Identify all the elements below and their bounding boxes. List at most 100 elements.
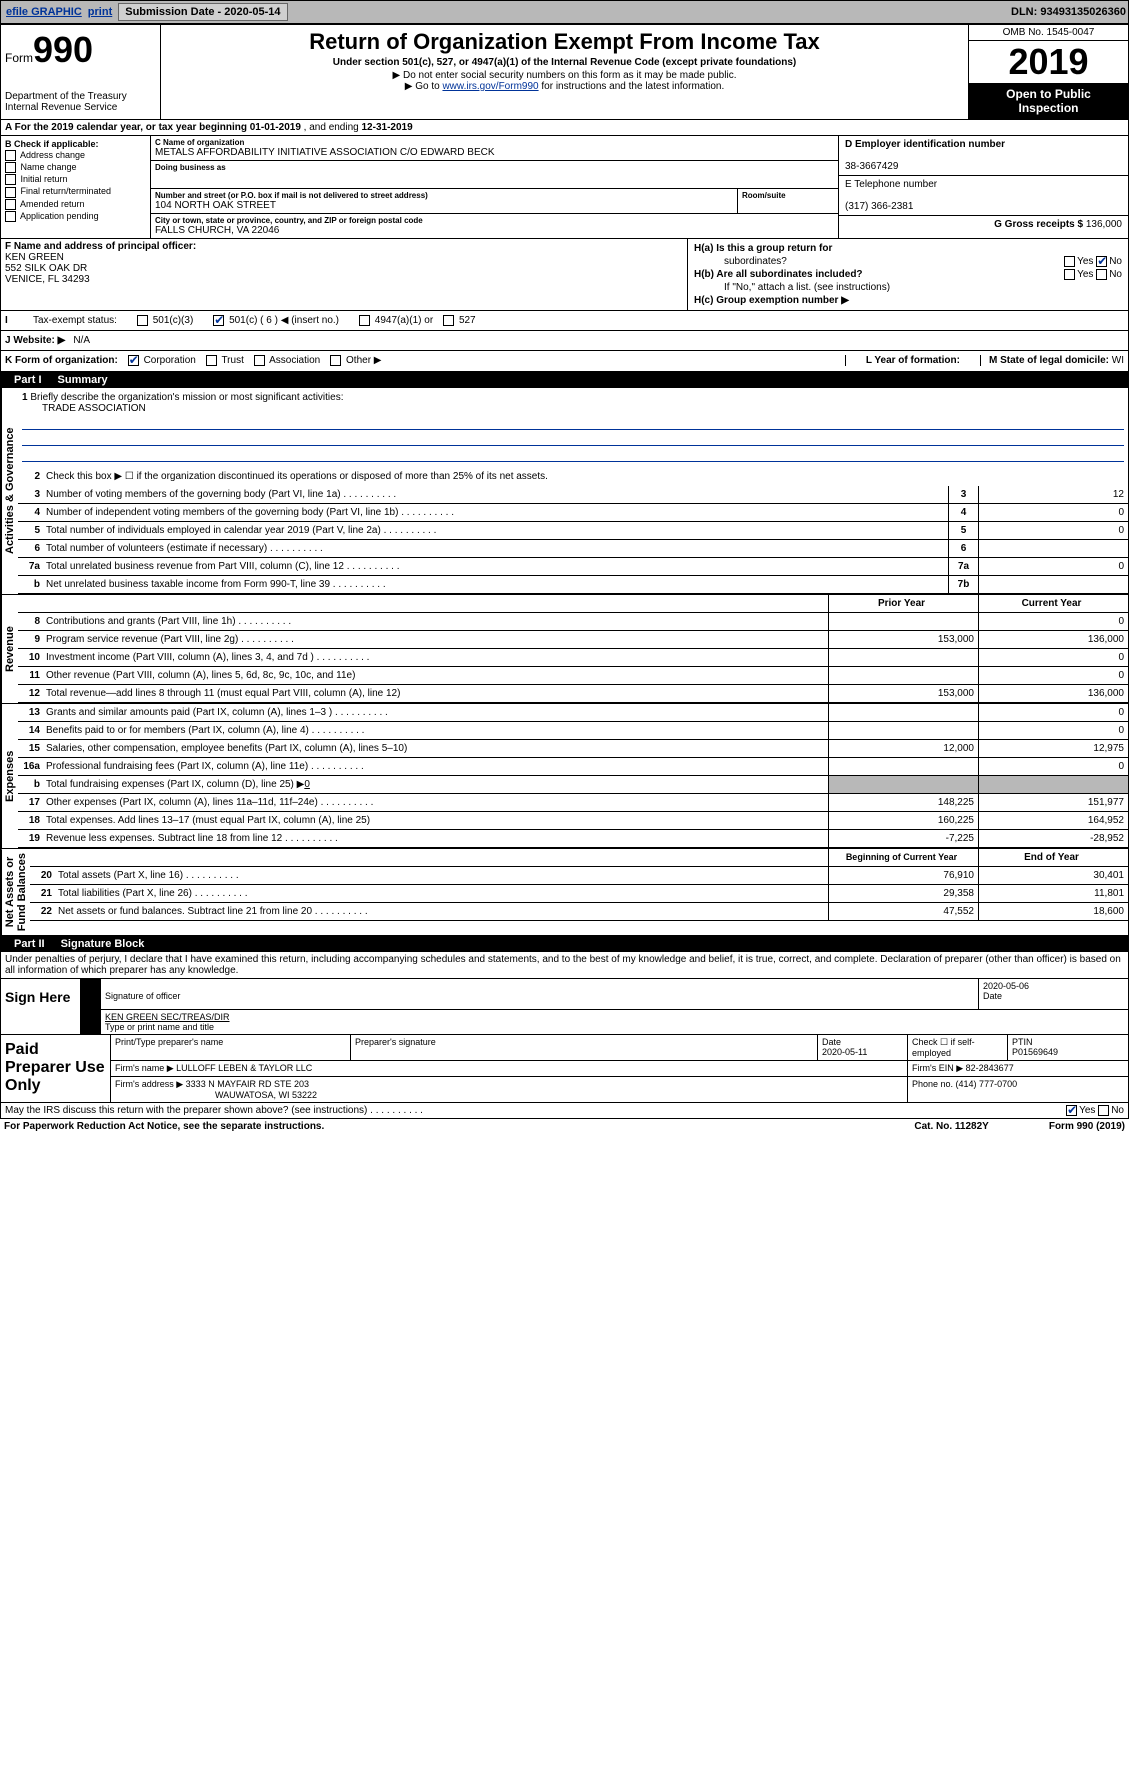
form-number-big: 990 — [33, 29, 93, 70]
cb-corp[interactable] — [128, 355, 139, 366]
cb-ha-no[interactable] — [1096, 256, 1107, 267]
state-value: WI — [1112, 355, 1124, 366]
section-bcd: B Check if applicable: Address change Na… — [0, 136, 1129, 239]
cb-527[interactable] — [443, 315, 454, 326]
line3: Number of voting members of the governin… — [46, 487, 948, 502]
mission-line — [22, 416, 1124, 430]
street-address: 104 NORTH OAK STREET — [155, 200, 733, 211]
line17-c: 151,977 — [978, 794, 1128, 811]
dba-label: Doing business as — [155, 163, 834, 172]
row-a-tax-year: A For the 2019 calendar year, or tax yea… — [0, 120, 1129, 136]
name-title-label: Type or print name and title — [105, 1022, 214, 1032]
officer-city: VENICE, FL 34293 — [5, 274, 90, 285]
line21-p: 29,358 — [828, 885, 978, 902]
line20-p: 76,910 — [828, 867, 978, 884]
phone-value: (317) 366-2381 — [845, 201, 913, 212]
vlabel-net: Net Assets or Fund Balances — [1, 849, 30, 935]
line8: Contributions and grants (Part VIII, lin… — [46, 614, 828, 629]
box-c-org-info: C Name of organization METALS AFFORDABIL… — [151, 136, 838, 238]
mission-text: TRADE ASSOCIATION — [42, 403, 146, 414]
year-formation-label: L Year of formation: — [866, 355, 960, 366]
cb-501c3[interactable] — [137, 315, 148, 326]
line1-label: Briefly describe the organization's miss… — [30, 392, 343, 403]
footer-paperwork: For Paperwork Reduction Act Notice, see … — [4, 1121, 324, 1132]
arrow-icon — [81, 1010, 101, 1034]
dln-text: DLN: 93493135026360 — [1011, 6, 1126, 18]
line9: Program service revenue (Part VIII, line… — [46, 632, 828, 647]
box-b-checkboxes: B Check if applicable: Address change Na… — [1, 136, 151, 238]
cb-discuss-no[interactable] — [1098, 1105, 1109, 1116]
cb-application-pending[interactable] — [5, 211, 16, 222]
arrow-icon — [81, 979, 101, 1009]
cb-501c[interactable] — [213, 315, 224, 326]
line19-c: -28,952 — [978, 830, 1128, 847]
cb-name-change[interactable] — [5, 162, 16, 173]
suite-label: Room/suite — [742, 191, 834, 200]
line11: Other revenue (Part VIII, column (A), li… — [46, 668, 828, 683]
line12-p: 153,000 — [828, 685, 978, 702]
cb-ha-yes[interactable] — [1064, 256, 1075, 267]
efile-link[interactable]: efile GRAPHIC — [6, 6, 82, 18]
line20-c: 30,401 — [978, 867, 1128, 884]
prep-date: 2020-05-11 — [822, 1047, 867, 1057]
tax-year: 2019 — [969, 41, 1128, 83]
line7b: Net unrelated business taxable income fr… — [46, 577, 948, 592]
vlabel-governance: Activities & Governance — [1, 388, 18, 594]
line2: Check this box ▶ ☐ if the organization d… — [46, 469, 1128, 484]
firm-ein: 82-2843677 — [966, 1063, 1014, 1073]
print-link[interactable]: print — [88, 6, 112, 18]
cb-trust[interactable] — [206, 355, 217, 366]
state-label: M State of legal domicile: — [989, 355, 1112, 366]
line15: Salaries, other compensation, employee b… — [46, 741, 828, 756]
row-fh: F Name and address of principal officer:… — [0, 239, 1129, 311]
cb-hb-yes[interactable] — [1064, 269, 1075, 280]
line21: Total liabilities (Part X, line 26) — [58, 886, 828, 901]
line10: Investment income (Part VIII, column (A)… — [46, 650, 828, 665]
line9-c: 136,000 — [978, 631, 1128, 648]
line3-val: 12 — [978, 486, 1128, 503]
line12-c: 136,000 — [978, 685, 1128, 702]
line20: Total assets (Part X, line 16) — [58, 868, 828, 883]
line10-c: 0 — [978, 649, 1128, 666]
cb-other[interactable] — [330, 355, 341, 366]
line17-p: 148,225 — [828, 794, 978, 811]
sign-section: Sign Here Signature of officer 2020-05-0… — [0, 979, 1129, 1035]
cb-amended[interactable] — [5, 199, 16, 210]
line22: Net assets or fund balances. Subtract li… — [58, 904, 828, 919]
top-toolbar: efile GRAPHIC print Submission Date - 20… — [0, 0, 1129, 24]
line16b: Total fundraising expenses (Part IX, col… — [46, 777, 828, 792]
irs-link[interactable]: www.irs.gov/Form990 — [442, 81, 538, 92]
submission-date-button[interactable]: Submission Date - 2020-05-14 — [118, 3, 287, 21]
firm-name: LULLOFF LEBEN & TAYLOR LLC — [176, 1063, 312, 1073]
org-name: METALS AFFORDABILITY INITIATIVE ASSOCIAT… — [155, 147, 834, 158]
cb-4947[interactable] — [359, 315, 370, 326]
cb-final-return[interactable] — [5, 187, 16, 198]
form-header: Form990 Department of the Treasury Inter… — [0, 24, 1129, 120]
footer-form: Form 990 (2019) — [1049, 1121, 1125, 1132]
summary-expenses: Expenses 13Grants and similar amounts pa… — [0, 704, 1129, 849]
begin-year-header: Beginning of Current Year — [828, 849, 978, 866]
line6: Total number of volunteers (estimate if … — [46, 541, 948, 556]
cb-assoc[interactable] — [254, 355, 265, 366]
row-i-tax-status: I Tax-exempt status: 501(c)(3) 501(c) ( … — [0, 311, 1129, 331]
firm-phone: (414) 777-0700 — [956, 1079, 1018, 1089]
summary-governance: Activities & Governance 1 Briefly descri… — [0, 388, 1129, 595]
box-d-identifiers: D Employer identification number 38-3667… — [838, 136, 1128, 238]
line15-p: 12,000 — [828, 740, 978, 757]
line5: Total number of individuals employed in … — [46, 523, 948, 538]
city-label: City or town, state or province, country… — [155, 216, 834, 225]
line7a-val: 0 — [978, 558, 1128, 575]
line16a: Professional fundraising fees (Part IX, … — [46, 759, 828, 774]
cb-discuss-yes[interactable] — [1066, 1105, 1077, 1116]
firm-address2: WAUWATOSA, WI 53222 — [215, 1090, 317, 1100]
note-goto: ▶ Go to www.irs.gov/Form990 for instruct… — [165, 81, 964, 92]
cb-initial-return[interactable] — [5, 174, 16, 185]
cb-address-change[interactable] — [5, 150, 16, 161]
cb-hb-no[interactable] — [1096, 269, 1107, 280]
line22-c: 18,600 — [978, 903, 1128, 920]
ein-label: D Employer identification number — [845, 139, 1005, 150]
org-name-label: C Name of organization — [155, 138, 834, 147]
website-value: N/A — [73, 335, 90, 346]
firm-address: 3333 N MAYFAIR RD STE 203 — [186, 1079, 309, 1089]
officer-street: 552 SILK OAK DR — [5, 263, 87, 274]
